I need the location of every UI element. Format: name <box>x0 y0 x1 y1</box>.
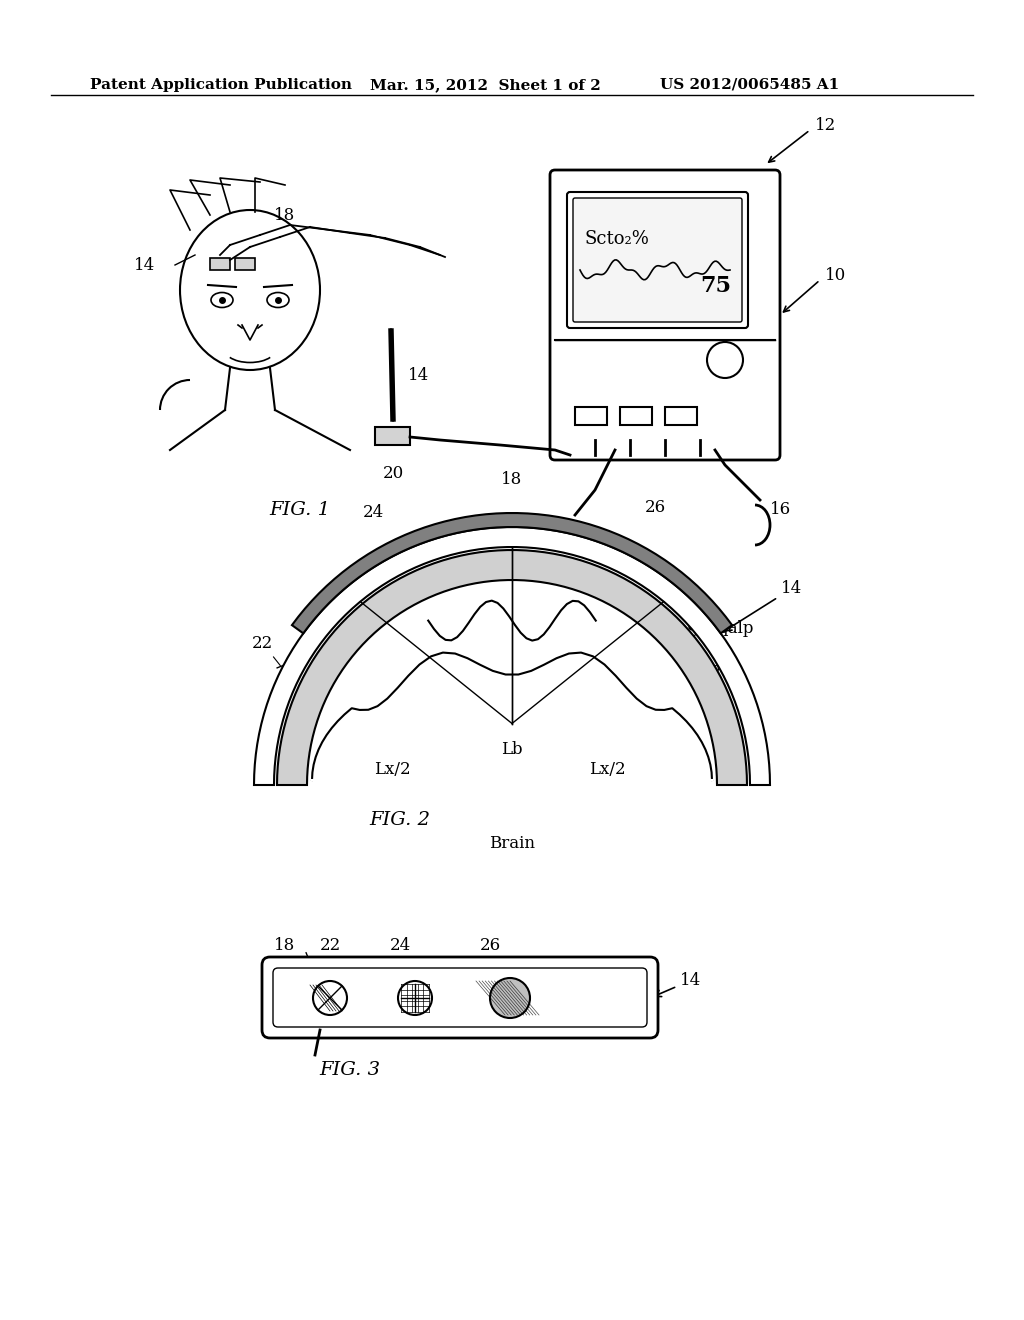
Polygon shape <box>312 652 712 780</box>
Text: Patent Application Publication: Patent Application Publication <box>90 78 352 92</box>
Text: FIG. 2: FIG. 2 <box>370 810 430 829</box>
Bar <box>210 257 230 271</box>
Text: FIG. 3: FIG. 3 <box>319 1061 381 1078</box>
Polygon shape <box>254 527 770 785</box>
Circle shape <box>490 978 530 1018</box>
Text: Lx/2: Lx/2 <box>589 762 626 779</box>
Text: 22: 22 <box>319 936 341 953</box>
Text: 24: 24 <box>362 504 384 521</box>
Text: 26: 26 <box>479 936 501 953</box>
Text: 22: 22 <box>252 635 281 665</box>
Text: US 2012/0065485 A1: US 2012/0065485 A1 <box>660 78 840 92</box>
Circle shape <box>313 981 347 1015</box>
Bar <box>234 257 255 271</box>
Text: Scto₂%: Scto₂% <box>585 230 650 248</box>
Text: 18: 18 <box>274 206 296 223</box>
Polygon shape <box>292 513 732 634</box>
Bar <box>665 407 697 425</box>
FancyBboxPatch shape <box>573 198 742 322</box>
FancyBboxPatch shape <box>550 170 780 459</box>
FancyBboxPatch shape <box>262 957 658 1038</box>
Text: Scalp: Scalp <box>708 620 754 636</box>
Text: 14: 14 <box>134 256 155 273</box>
Circle shape <box>398 981 432 1015</box>
FancyBboxPatch shape <box>567 191 748 327</box>
Text: 14: 14 <box>725 581 802 631</box>
Text: 24: 24 <box>389 936 411 953</box>
Bar <box>620 407 652 425</box>
Text: 10: 10 <box>825 267 846 284</box>
Text: 18: 18 <box>502 471 522 488</box>
Bar <box>575 407 607 425</box>
Bar <box>375 426 410 445</box>
Text: 12: 12 <box>815 116 837 133</box>
Text: 22: 22 <box>700 664 722 681</box>
Text: 14: 14 <box>654 972 701 997</box>
Text: Lb: Lb <box>501 742 523 759</box>
Text: Brain: Brain <box>489 836 535 851</box>
Text: Mar. 15, 2012  Sheet 1 of 2: Mar. 15, 2012 Sheet 1 of 2 <box>370 78 601 92</box>
Text: 14: 14 <box>408 367 429 384</box>
Text: 16: 16 <box>770 502 792 519</box>
Text: 26: 26 <box>645 499 666 516</box>
Text: 75: 75 <box>700 275 731 297</box>
Polygon shape <box>278 550 746 785</box>
Text: Lx/2: Lx/2 <box>374 762 411 779</box>
Text: Skull: Skull <box>686 623 729 640</box>
Text: 18: 18 <box>274 936 296 953</box>
Text: 20: 20 <box>382 465 403 482</box>
Text: FIG. 1: FIG. 1 <box>269 502 331 519</box>
